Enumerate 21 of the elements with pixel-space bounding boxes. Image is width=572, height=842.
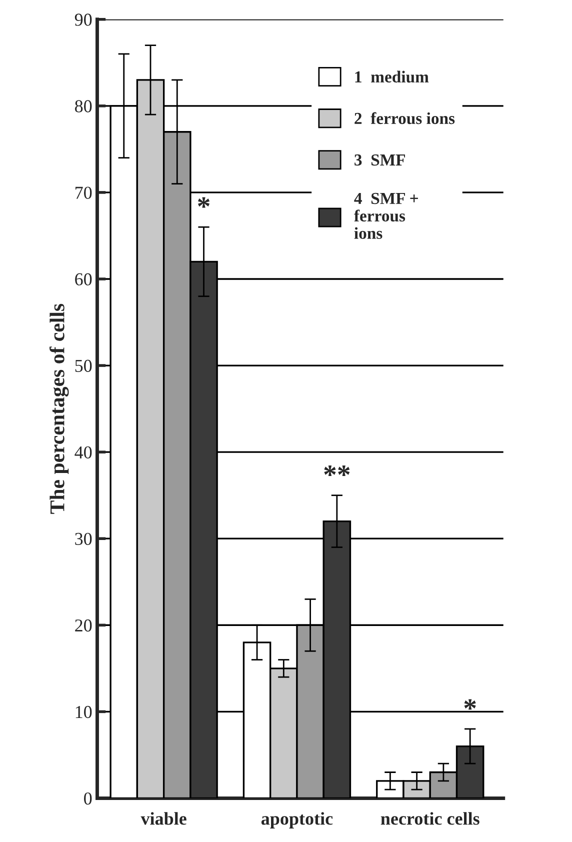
y-tick-label: 50	[75, 360, 92, 372]
y-tick-label: 80	[75, 100, 92, 112]
annotation: *	[464, 699, 476, 710]
y-axis-title: The percentages of cells	[50, 304, 69, 514]
y-tick-label: 10	[76, 706, 92, 718]
y-tick-label: 30	[75, 532, 92, 546]
x-tick-label: viable	[140, 812, 186, 825]
legend-label: 1 medium	[355, 70, 429, 83]
legend-label: 2 ferrous ions	[354, 112, 455, 124]
y-tick-label: 20	[75, 619, 92, 632]
x-tick-label: apoptotic	[261, 812, 333, 828]
y-tick-label: 90	[74, 14, 92, 26]
y-tick-label: 0	[84, 792, 92, 805]
y-tick-label: 40	[74, 446, 92, 459]
legend-label: 3 SMF	[354, 154, 405, 166]
annotation: **	[324, 466, 350, 476]
y-tick-label: 70	[76, 186, 92, 199]
annotation: *	[198, 197, 210, 208]
legend-label: 4 SMF + ferrous ions	[354, 192, 418, 239]
y-tick-label: 60	[75, 273, 92, 286]
x-tick-label: necrotic cells	[380, 812, 480, 825]
